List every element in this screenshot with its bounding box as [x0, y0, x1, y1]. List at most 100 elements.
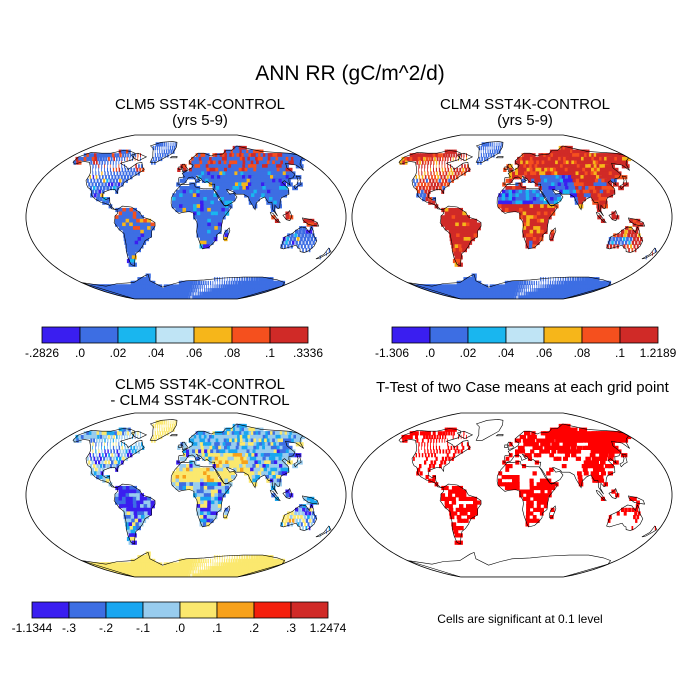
coastline-africa [170, 182, 232, 250]
coastline-newzealand [315, 247, 332, 260]
panel2-title-line1: CLM4 SST4K-CONTROL [439, 96, 611, 113]
colorbar-tick-label: .0 [75, 346, 85, 360]
colorbar-tick-label: -.3 [62, 621, 76, 635]
coastline-australia [606, 504, 644, 531]
colorbar-swatch [253, 601, 292, 619]
colorbar-swatch [117, 326, 157, 344]
coastline-sumatra [269, 211, 281, 224]
colorbar-tick-label: .02 [460, 346, 477, 360]
colorbar-swatch [290, 601, 329, 619]
coastline-northamerica [72, 150, 145, 210]
colorbar-swatch [231, 326, 271, 344]
colorbar-swatch [193, 326, 233, 344]
map-border [25, 134, 347, 300]
coastline-southamerica [113, 483, 156, 545]
coastline-sumatra [595, 211, 607, 224]
coastline-africa [170, 460, 232, 528]
map-panel-clm5 [25, 134, 347, 300]
coastline-borneo [282, 210, 293, 221]
coastline-northamerica [398, 150, 471, 210]
coastline-baffin [456, 430, 474, 439]
colorbar-tick-label: -.1 [136, 621, 150, 635]
colorbar-swatch [429, 326, 469, 344]
coastline-australia [280, 504, 318, 531]
coastline-britain [507, 163, 514, 172]
panel2-title: CLM4 SST4K-CONTROL (yrs 5-9) [355, 97, 695, 129]
coastline-iceland [169, 434, 178, 437]
coastline-greenland [149, 419, 178, 441]
colorbar-swatch [68, 601, 107, 619]
colorbar-swatch [41, 326, 81, 344]
map-panel-ttest [351, 412, 673, 578]
map-panel-difference [25, 412, 347, 578]
coastline-africa [496, 182, 558, 250]
coastline-greenland [475, 419, 504, 441]
coastline-newzealand [641, 525, 658, 538]
panel4-title: T-Test of two Case means at each grid po… [345, 380, 700, 396]
colorbar-swatch [581, 326, 621, 344]
colorbar-clm5: -.2826 .0 .02 .04 .06 .08 .1 .3336 [25, 326, 323, 360]
colorbar-tick-label: -1.1344 [12, 621, 53, 635]
colorbar-swatch [467, 326, 507, 344]
colorbar-swatch [216, 601, 255, 619]
colorbar-tick-label: -1.306 [375, 346, 409, 360]
coastline-northamerica [72, 428, 145, 488]
colorbar-difference: -1.1344 -.3 -.2 -.1 .0 .1 .2 .3 1.2474 [12, 601, 347, 635]
coastline-sumatra [269, 489, 281, 502]
coastline-southamerica [439, 483, 482, 545]
coastline-borneo [282, 488, 293, 499]
colorbar-swatch [155, 326, 195, 344]
colorbar-tick-label: .1 [212, 621, 222, 635]
colorbar-tick-label: .1 [265, 346, 275, 360]
map-border [25, 412, 347, 578]
coastline-baffin [130, 430, 148, 439]
colorbar-tick-label: .04 [148, 346, 165, 360]
coastline-eurasia [503, 145, 630, 217]
coastline-newzealand [641, 247, 658, 260]
colorbar-tick-label: .06 [536, 346, 553, 360]
coastline-britain [507, 441, 514, 450]
colorbar-swatch [179, 601, 218, 619]
coastline-iceland [495, 156, 504, 159]
coastline-australia [280, 226, 318, 253]
panel3-title-line2: - CLM4 SST4K-CONTROL [110, 392, 290, 409]
coastline-greenland [149, 141, 178, 163]
coastline-borneo [608, 488, 619, 499]
coastline-northamerica [398, 428, 471, 488]
colorbar-swatch [619, 326, 659, 344]
colorbar-tick-label: .04 [498, 346, 515, 360]
colorbar-swatch [31, 601, 70, 619]
colorbar-tick-label: .08 [224, 346, 241, 360]
coastline-ireland [178, 166, 183, 170]
coastline-sumatra [595, 489, 607, 502]
colorbar-swatch [105, 601, 144, 619]
coastline-madagascar [222, 227, 231, 241]
panel3-title-line1: CLM5 SST4K-CONTROL [114, 376, 286, 393]
coastline-borneo [608, 210, 619, 221]
colorbar-tick-label: .02 [110, 346, 127, 360]
coastline-japan [293, 453, 302, 468]
map-panel-clm4 [351, 134, 673, 300]
panel1-title-line2: (yrs 5-9) [172, 112, 228, 129]
coastline-britain [181, 441, 188, 450]
coastline-madagascar [548, 505, 557, 519]
coastline-baffin [456, 152, 474, 161]
colorbar-tick-label: 1.2189 [640, 346, 677, 360]
coastline-baffin [130, 152, 148, 161]
panel1-title: CLM5 SST4K-CONTROL (yrs 5-9) [30, 97, 370, 129]
coastline-africa [496, 460, 558, 528]
figure-title: ANN RR (gC/m^2/d) [255, 62, 445, 85]
coastline-newguinea [627, 217, 646, 227]
colorbar-tick-label: .06 [186, 346, 203, 360]
coastline-madagascar [222, 505, 231, 519]
colorbar-tick-label: -.2 [99, 621, 113, 635]
map-border [351, 412, 673, 578]
coastline-newguinea [301, 495, 320, 505]
colorbar-swatch [391, 326, 431, 344]
colorbar-tick-label: .0 [175, 621, 185, 635]
colorbar-tick-label: .1 [615, 346, 625, 360]
coastline-eurasia [177, 423, 304, 495]
coastline-ireland [504, 444, 509, 448]
coastline-eurasia [177, 145, 304, 217]
panel1-title-line1: CLM5 SST4K-CONTROL [114, 96, 286, 113]
